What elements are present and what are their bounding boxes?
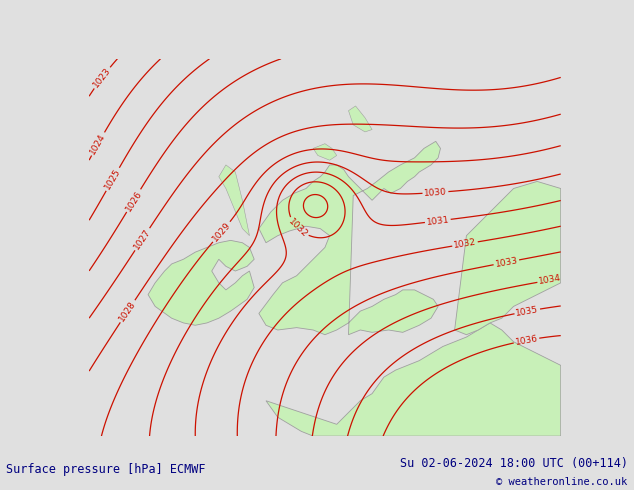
Text: Su 02-06-2024 18:00 UTC (00+114): Su 02-06-2024 18:00 UTC (00+114) [399,457,628,470]
Polygon shape [455,181,560,335]
Text: © weatheronline.co.uk: © weatheronline.co.uk [496,477,628,487]
Text: 1032: 1032 [287,217,309,239]
Text: 1032: 1032 [453,238,477,250]
Text: 1027: 1027 [132,227,152,251]
Text: 1023: 1023 [91,66,113,90]
Text: Surface pressure [hPa] ECMWF: Surface pressure [hPa] ECMWF [6,463,206,476]
Polygon shape [219,165,249,236]
Polygon shape [313,144,337,160]
Text: 1030: 1030 [424,187,447,198]
Polygon shape [148,241,254,325]
Text: 1024: 1024 [88,132,108,156]
Text: 1028: 1028 [117,299,138,323]
Text: 1025: 1025 [103,167,122,192]
Text: 1031: 1031 [426,215,450,227]
Text: 1034: 1034 [538,274,562,287]
Polygon shape [259,141,441,335]
Text: 1035: 1035 [515,305,540,318]
Text: 1026: 1026 [124,189,143,213]
Polygon shape [266,323,560,436]
Text: 1033: 1033 [495,256,519,269]
Text: 1029: 1029 [210,220,233,244]
Text: 1036: 1036 [514,334,538,347]
Polygon shape [349,106,372,132]
